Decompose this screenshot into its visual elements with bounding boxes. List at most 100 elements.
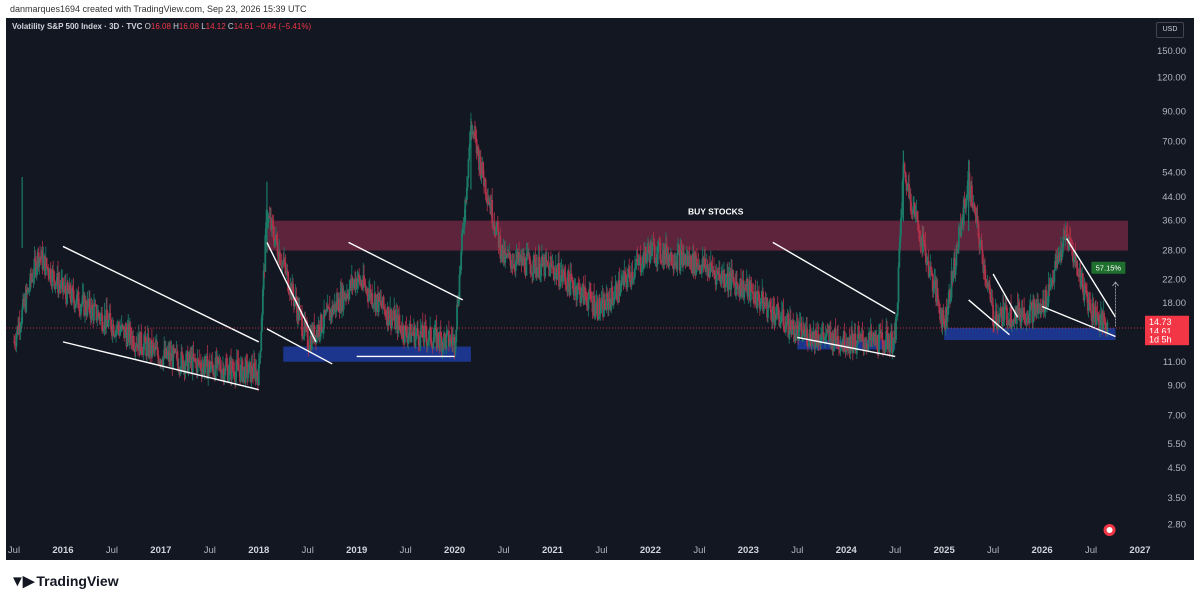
price-tag-text: 14.61 <box>1149 326 1172 336</box>
candle-body <box>66 282 68 305</box>
high-label: H <box>173 22 179 31</box>
candle-body <box>55 282 58 285</box>
currency-badge[interactable]: USD <box>1156 22 1184 38</box>
candle-body <box>859 334 862 339</box>
candle <box>977 220 980 239</box>
candle-body <box>963 199 966 205</box>
candle <box>1025 311 1028 331</box>
candle-body <box>696 258 698 268</box>
candle <box>859 330 862 343</box>
candle <box>236 350 239 366</box>
candle-body <box>854 333 857 347</box>
candle-body <box>1025 318 1028 324</box>
candle <box>510 259 512 274</box>
candle-body <box>500 256 503 259</box>
candle-body <box>304 320 307 329</box>
candle-body <box>552 266 555 274</box>
candle-body <box>323 309 325 328</box>
candle-body <box>461 233 463 252</box>
candle <box>832 329 835 356</box>
candle-body <box>626 277 629 288</box>
candle <box>968 160 971 199</box>
candle-body <box>904 173 907 183</box>
candle-body <box>845 346 848 353</box>
candle-body <box>300 311 303 316</box>
candle-body <box>212 366 214 375</box>
candle <box>445 324 448 355</box>
candle-body <box>676 252 679 270</box>
candle-body <box>916 211 919 220</box>
candle <box>469 130 472 149</box>
candle <box>570 263 573 282</box>
symbol-name[interactable]: Volatility S&P 500 Index · 3D · TVC <box>12 22 143 31</box>
candle <box>558 251 560 291</box>
candle-body <box>792 320 795 326</box>
candle <box>403 325 406 345</box>
candle-body <box>363 275 365 286</box>
candle-body <box>670 252 673 266</box>
candle-body <box>690 256 693 271</box>
candle-body <box>779 322 782 326</box>
candle-body <box>266 222 269 224</box>
chart-panel[interactable]: BUY STOCKS 57.15% 14.73 14.61 1d 5h 150.00 12… <box>6 18 1194 560</box>
candle-body <box>219 364 222 373</box>
candle-body <box>590 299 593 302</box>
candle-body <box>889 343 892 353</box>
candle <box>1049 273 1052 291</box>
candle <box>981 246 984 265</box>
candle-body <box>932 288 935 292</box>
candle-body <box>244 360 247 383</box>
candle-body <box>973 203 976 208</box>
tradingview-logo[interactable]: ▼▶ TradingView <box>10 572 119 590</box>
candle-body <box>639 256 642 273</box>
candle-body <box>60 281 63 290</box>
candle-body <box>247 373 250 378</box>
candle-body <box>1043 312 1046 313</box>
candle-body <box>757 291 760 293</box>
candle-body <box>408 334 410 338</box>
candle-body <box>216 357 219 369</box>
candle-body <box>1013 321 1016 323</box>
x-tick-label: 2023 <box>738 545 759 556</box>
candle-body <box>467 159 470 178</box>
candle-body <box>236 360 239 364</box>
candle-body <box>718 273 721 280</box>
candle-body <box>235 370 237 383</box>
candle <box>776 296 779 308</box>
candle-body <box>577 285 580 287</box>
x-tick-label: 2025 <box>934 545 956 556</box>
candle-body <box>325 311 328 313</box>
candle-body <box>443 333 445 349</box>
candle <box>989 288 992 304</box>
candle-body <box>930 266 933 271</box>
candle <box>248 363 250 374</box>
candle-body <box>279 264 282 266</box>
candle <box>414 324 417 349</box>
candle-body <box>332 308 335 315</box>
candle <box>110 317 112 333</box>
candle-body <box>1018 302 1021 320</box>
candle-body <box>886 334 889 350</box>
candle <box>419 318 422 352</box>
candle-body <box>1071 247 1074 256</box>
candle-body <box>749 283 752 301</box>
candle-body <box>378 293 381 302</box>
candle-body <box>571 279 574 281</box>
candle-body <box>301 315 303 337</box>
candle-body <box>1096 314 1099 316</box>
candle <box>391 310 394 326</box>
candle <box>1104 317 1107 337</box>
candle-body <box>267 216 270 223</box>
candle-body <box>613 298 616 301</box>
candle <box>845 333 848 355</box>
candle <box>824 333 826 349</box>
candle-body <box>80 303 83 307</box>
candle-body <box>782 309 785 326</box>
candle-body <box>466 177 469 188</box>
candle-body <box>558 286 561 288</box>
candle <box>18 310 21 340</box>
candle <box>279 249 281 266</box>
candle-body <box>740 278 742 297</box>
candle-body <box>925 255 928 265</box>
